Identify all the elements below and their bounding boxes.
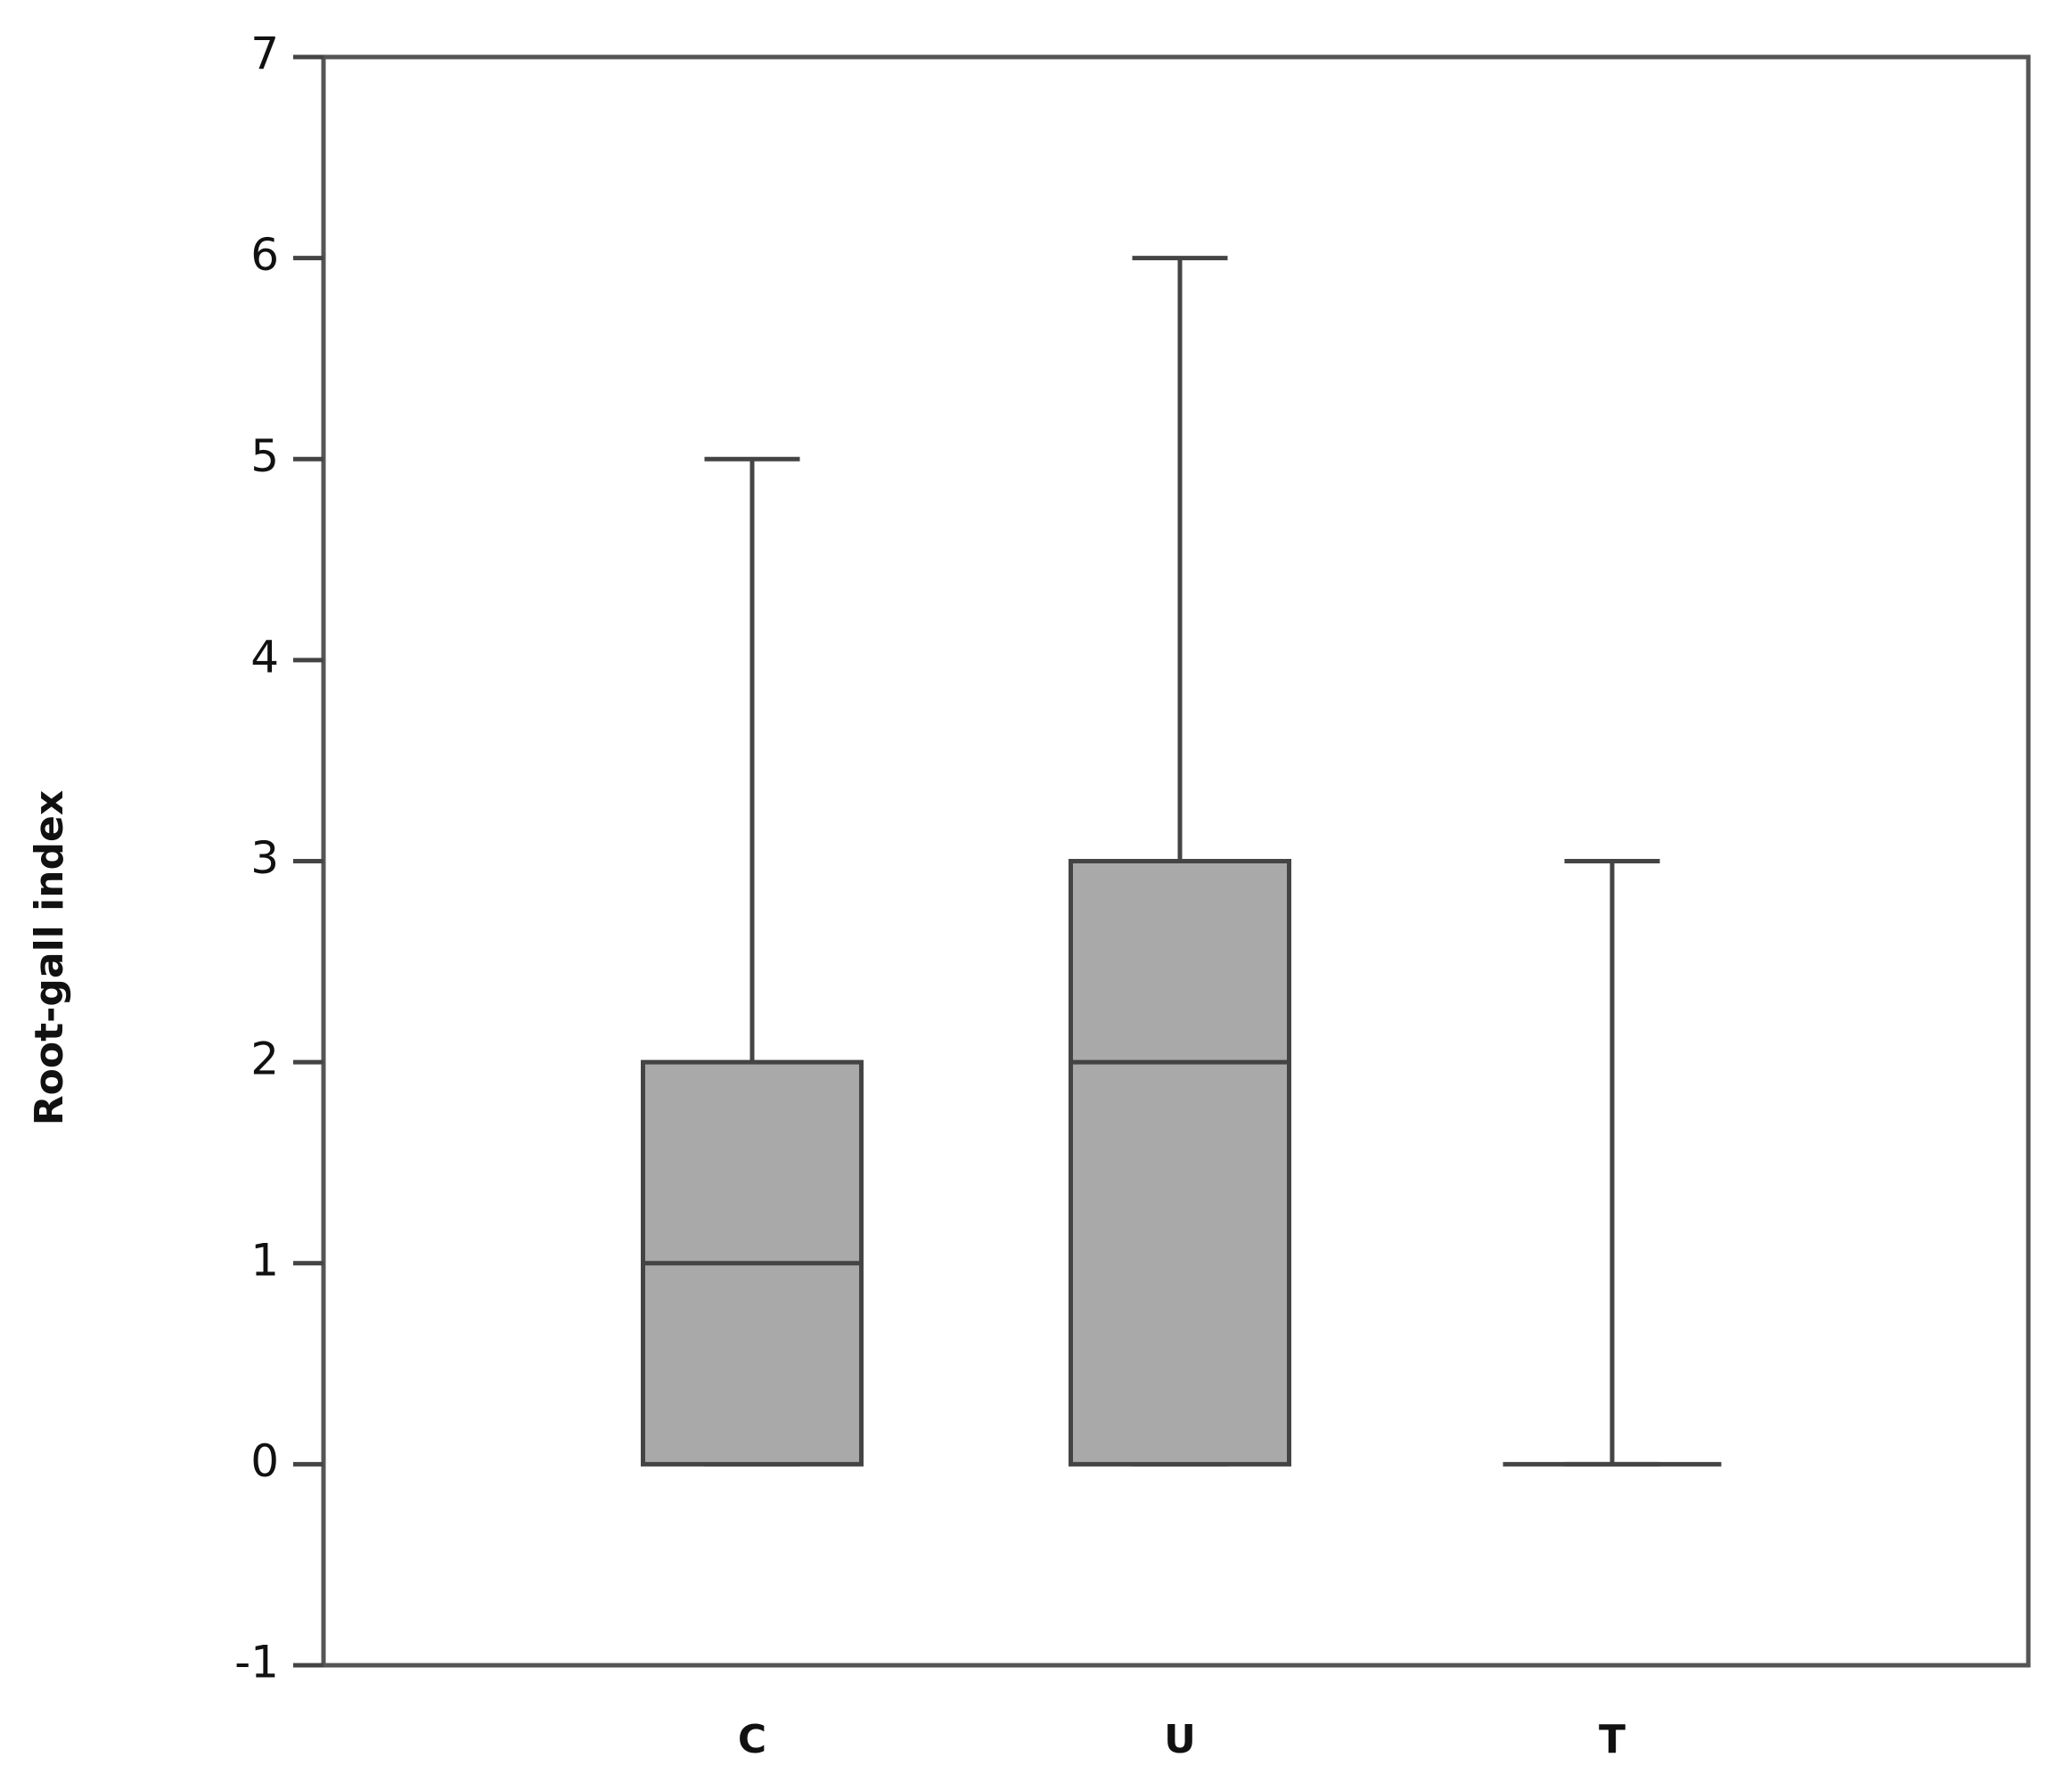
y-tick-label: 7 (250, 29, 279, 80)
y-tick-label: 4 (250, 631, 279, 682)
y-axis-label: Root-gall index (27, 790, 72, 1125)
y-tick-label: 3 (250, 832, 279, 884)
y-tick-label: 2 (250, 1034, 279, 1085)
y-tick-label: 1 (250, 1234, 279, 1286)
y-tick-label: 6 (250, 229, 279, 281)
y-tick-label: 5 (250, 430, 279, 482)
box (1069, 859, 1291, 1467)
y-tick-label: 0 (250, 1435, 279, 1487)
x-tick-label: T (1599, 1717, 1626, 1762)
x-tick-label: C (738, 1717, 766, 1762)
y-tick-label: -1 (234, 1637, 279, 1688)
x-tick-label: U (1164, 1717, 1196, 1762)
